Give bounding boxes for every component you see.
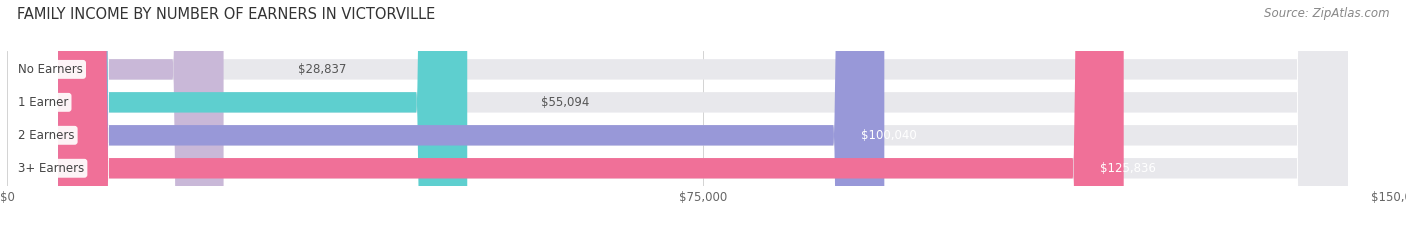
Text: No Earners: No Earners xyxy=(18,63,83,76)
FancyBboxPatch shape xyxy=(58,0,884,233)
FancyBboxPatch shape xyxy=(58,0,1348,233)
Text: $125,836: $125,836 xyxy=(1101,162,1156,175)
Text: Source: ZipAtlas.com: Source: ZipAtlas.com xyxy=(1264,7,1389,20)
Text: $55,094: $55,094 xyxy=(541,96,591,109)
Text: 3+ Earners: 3+ Earners xyxy=(18,162,84,175)
Text: 2 Earners: 2 Earners xyxy=(18,129,75,142)
Text: 1 Earner: 1 Earner xyxy=(18,96,69,109)
FancyBboxPatch shape xyxy=(58,0,224,233)
Text: FAMILY INCOME BY NUMBER OF EARNERS IN VICTORVILLE: FAMILY INCOME BY NUMBER OF EARNERS IN VI… xyxy=(17,7,434,22)
Text: $28,837: $28,837 xyxy=(298,63,346,76)
Text: $100,040: $100,040 xyxy=(860,129,917,142)
FancyBboxPatch shape xyxy=(58,0,467,233)
FancyBboxPatch shape xyxy=(58,0,1123,233)
FancyBboxPatch shape xyxy=(58,0,1348,233)
FancyBboxPatch shape xyxy=(58,0,1348,233)
FancyBboxPatch shape xyxy=(58,0,1348,233)
